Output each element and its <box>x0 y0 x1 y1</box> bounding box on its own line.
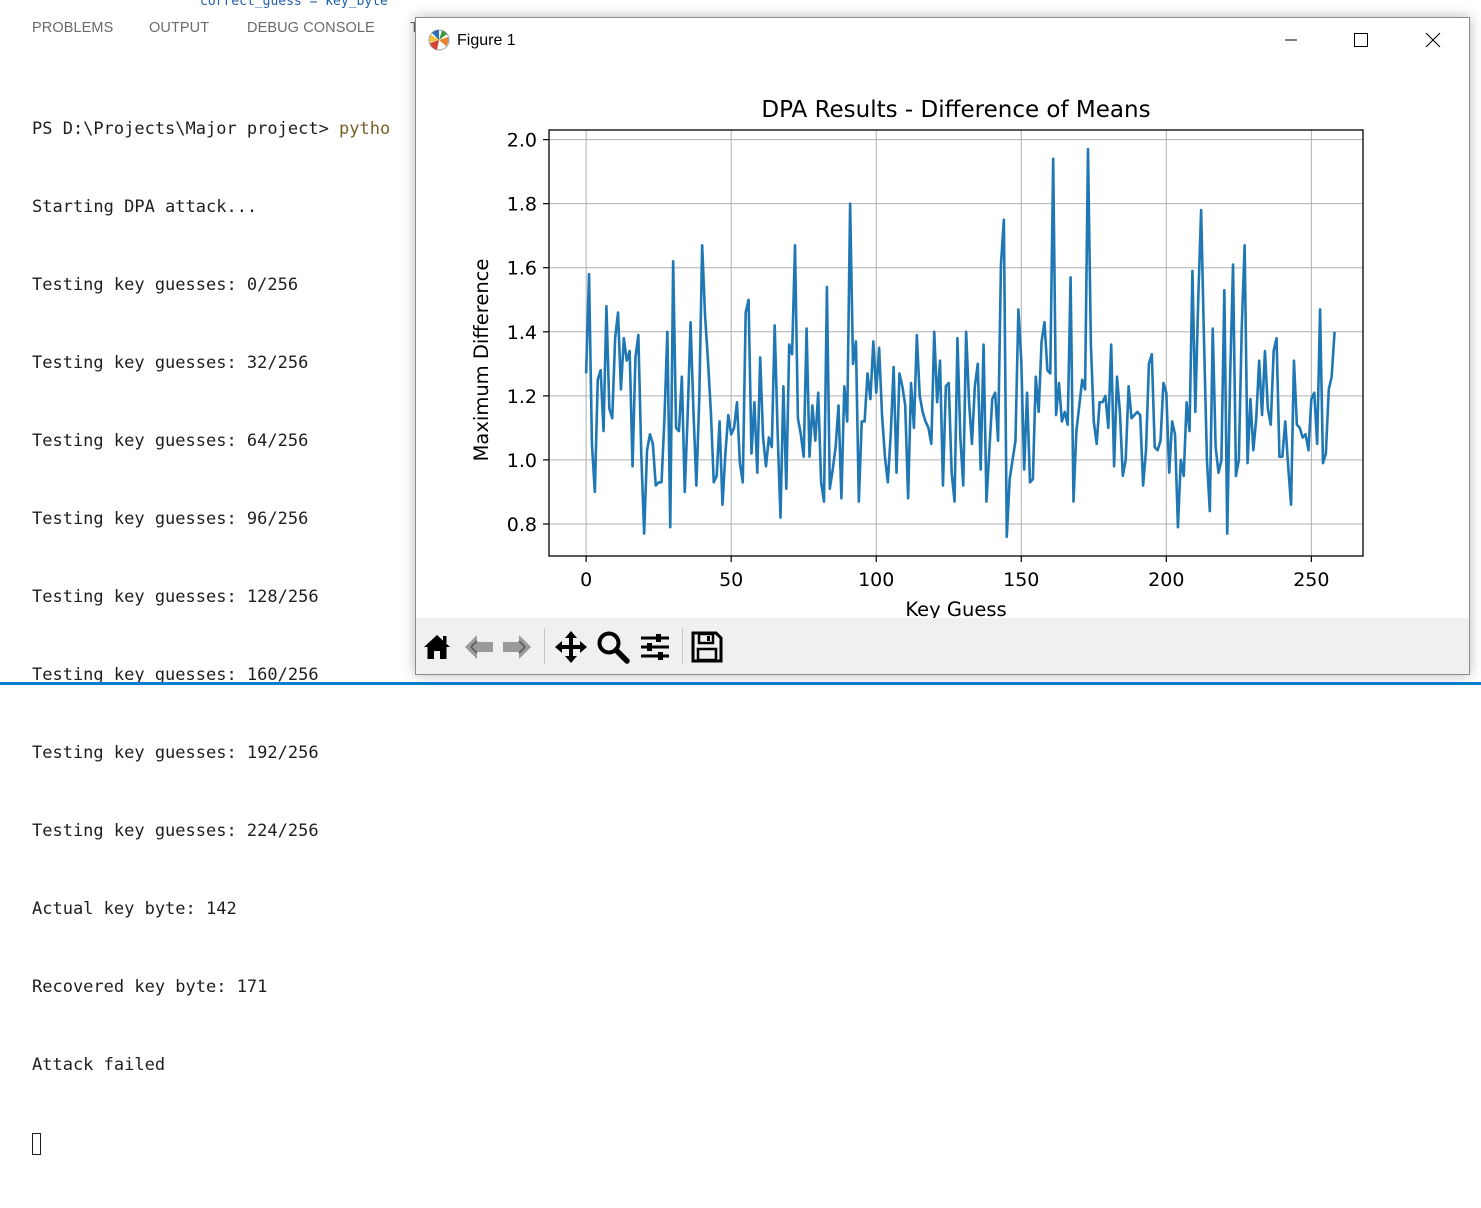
window-titlebar[interactable]: Figure 1 <box>416 18 1469 62</box>
dpa-line-chart: 0 50 100 150 200 250 0.8 1.0 1.2 1.4 1.6 1.8 2.0 DP… <box>470 97 1364 621</box>
terminal-line: Testing key guesses: 128/256 <box>32 587 319 607</box>
pan-button[interactable] <box>554 630 588 664</box>
plot-canvas[interactable]: 0 50 100 150 200 250 0.8 1.0 1.2 1.4 1.6 1.8 2.0 DP… <box>416 62 1469 621</box>
home-button[interactable] <box>420 630 454 664</box>
close-icon <box>1425 32 1441 48</box>
home-icon <box>424 635 450 659</box>
x-tick-label: 0 <box>580 569 592 591</box>
chart-series-line <box>584 147 1336 539</box>
maximize-button[interactable] <box>1327 18 1397 62</box>
terminal-command: pytho <box>339 119 391 139</box>
maximize-icon <box>1354 33 1368 47</box>
tab-debug-console[interactable]: DEBUG CONSOLE <box>247 20 375 36</box>
forward-arrow-icon <box>503 635 531 659</box>
save-icon <box>691 631 723 663</box>
y-tick-label: 1.2 <box>507 386 537 408</box>
tab-output[interactable]: OUTPUT <box>149 20 210 36</box>
window-title: Figure 1 <box>457 32 516 49</box>
y-tick-label: 1.8 <box>507 194 537 216</box>
close-button[interactable] <box>1399 18 1469 62</box>
x-axis-label: Key Guess <box>905 598 1006 618</box>
x-tick-label: 200 <box>1148 569 1184 591</box>
terminal-prompt-line: PS D:\Projects\Major project> pytho <box>32 116 390 142</box>
pan-icon <box>555 631 587 663</box>
terminal-line: Testing key guesses: 32/256 <box>32 353 309 373</box>
x-tick-label: 50 <box>719 569 743 591</box>
terminal-line: Testing key guesses: 96/256 <box>32 509 309 529</box>
y-tick-label: 1.6 <box>507 258 537 280</box>
status-bar-edge <box>0 682 1481 685</box>
forward-button[interactable] <box>500 630 534 664</box>
minimize-button[interactable] <box>1257 18 1327 62</box>
back-arrow-icon <box>465 635 493 659</box>
terminal-line: Testing key guesses: 64/256 <box>32 431 309 451</box>
configure-subplots-icon <box>641 634 669 660</box>
figure-window: Figure 1 0 50 100 150 200 250 0.8 1.0 1.2 1.4 1.6… <box>415 17 1470 675</box>
matplotlib-icon <box>428 29 450 51</box>
editor-code-fragment: correct_guess = key_byte <box>200 0 388 8</box>
terminal-cursor-line <box>32 1130 390 1156</box>
y-tick-label: 2.0 <box>507 130 537 152</box>
zoom-button[interactable] <box>596 630 630 664</box>
terminal-prompt: PS D:\Projects\Major project> <box>32 119 340 139</box>
terminal-cursor <box>32 1133 41 1155</box>
terminal-line: Recovered key byte: 171 <box>32 977 268 997</box>
terminal-line: Testing key guesses: 160/256 <box>32 665 319 685</box>
terminal-line: Testing key guesses: 0/256 <box>32 275 299 295</box>
configure-subplots-button[interactable] <box>638 630 672 664</box>
terminal-output[interactable]: PS D:\Projects\Major project> pytho Star… <box>32 64 390 1208</box>
toolbar-separator <box>544 628 545 664</box>
minimize-icon <box>1285 39 1297 41</box>
chart-title: DPA Results - Difference of Means <box>761 97 1150 123</box>
zoom-icon <box>597 631 630 664</box>
back-button[interactable] <box>462 630 496 664</box>
tab-problems[interactable]: PROBLEMS <box>32 20 114 36</box>
y-tick-label: 1.0 <box>507 450 537 472</box>
terminal-line: Testing key guesses: 192/256 <box>32 743 319 763</box>
x-tick-label: 100 <box>858 569 894 591</box>
y-axis-label: Maximum Difference <box>470 259 493 462</box>
save-button[interactable] <box>690 630 724 664</box>
editor-remnant: correct_guess = key_byte <box>0 0 1481 8</box>
terminal-line: Actual key byte: 142 <box>32 899 237 919</box>
axes-frame <box>548 129 1364 557</box>
terminal-line: Testing key guesses: 224/256 <box>32 821 319 841</box>
y-tick-label: 1.4 <box>507 322 537 344</box>
plot-toolbar <box>416 618 1469 674</box>
terminal-line: Attack failed <box>32 1055 166 1075</box>
tab-terminal[interactable]: T <box>410 20 419 36</box>
x-tick-label: 150 <box>1003 569 1039 591</box>
x-tick-label: 250 <box>1293 569 1329 591</box>
toolbar-separator <box>682 628 683 664</box>
y-tick-label: 0.8 <box>507 514 537 536</box>
terminal-line: Starting DPA attack... <box>32 197 258 217</box>
